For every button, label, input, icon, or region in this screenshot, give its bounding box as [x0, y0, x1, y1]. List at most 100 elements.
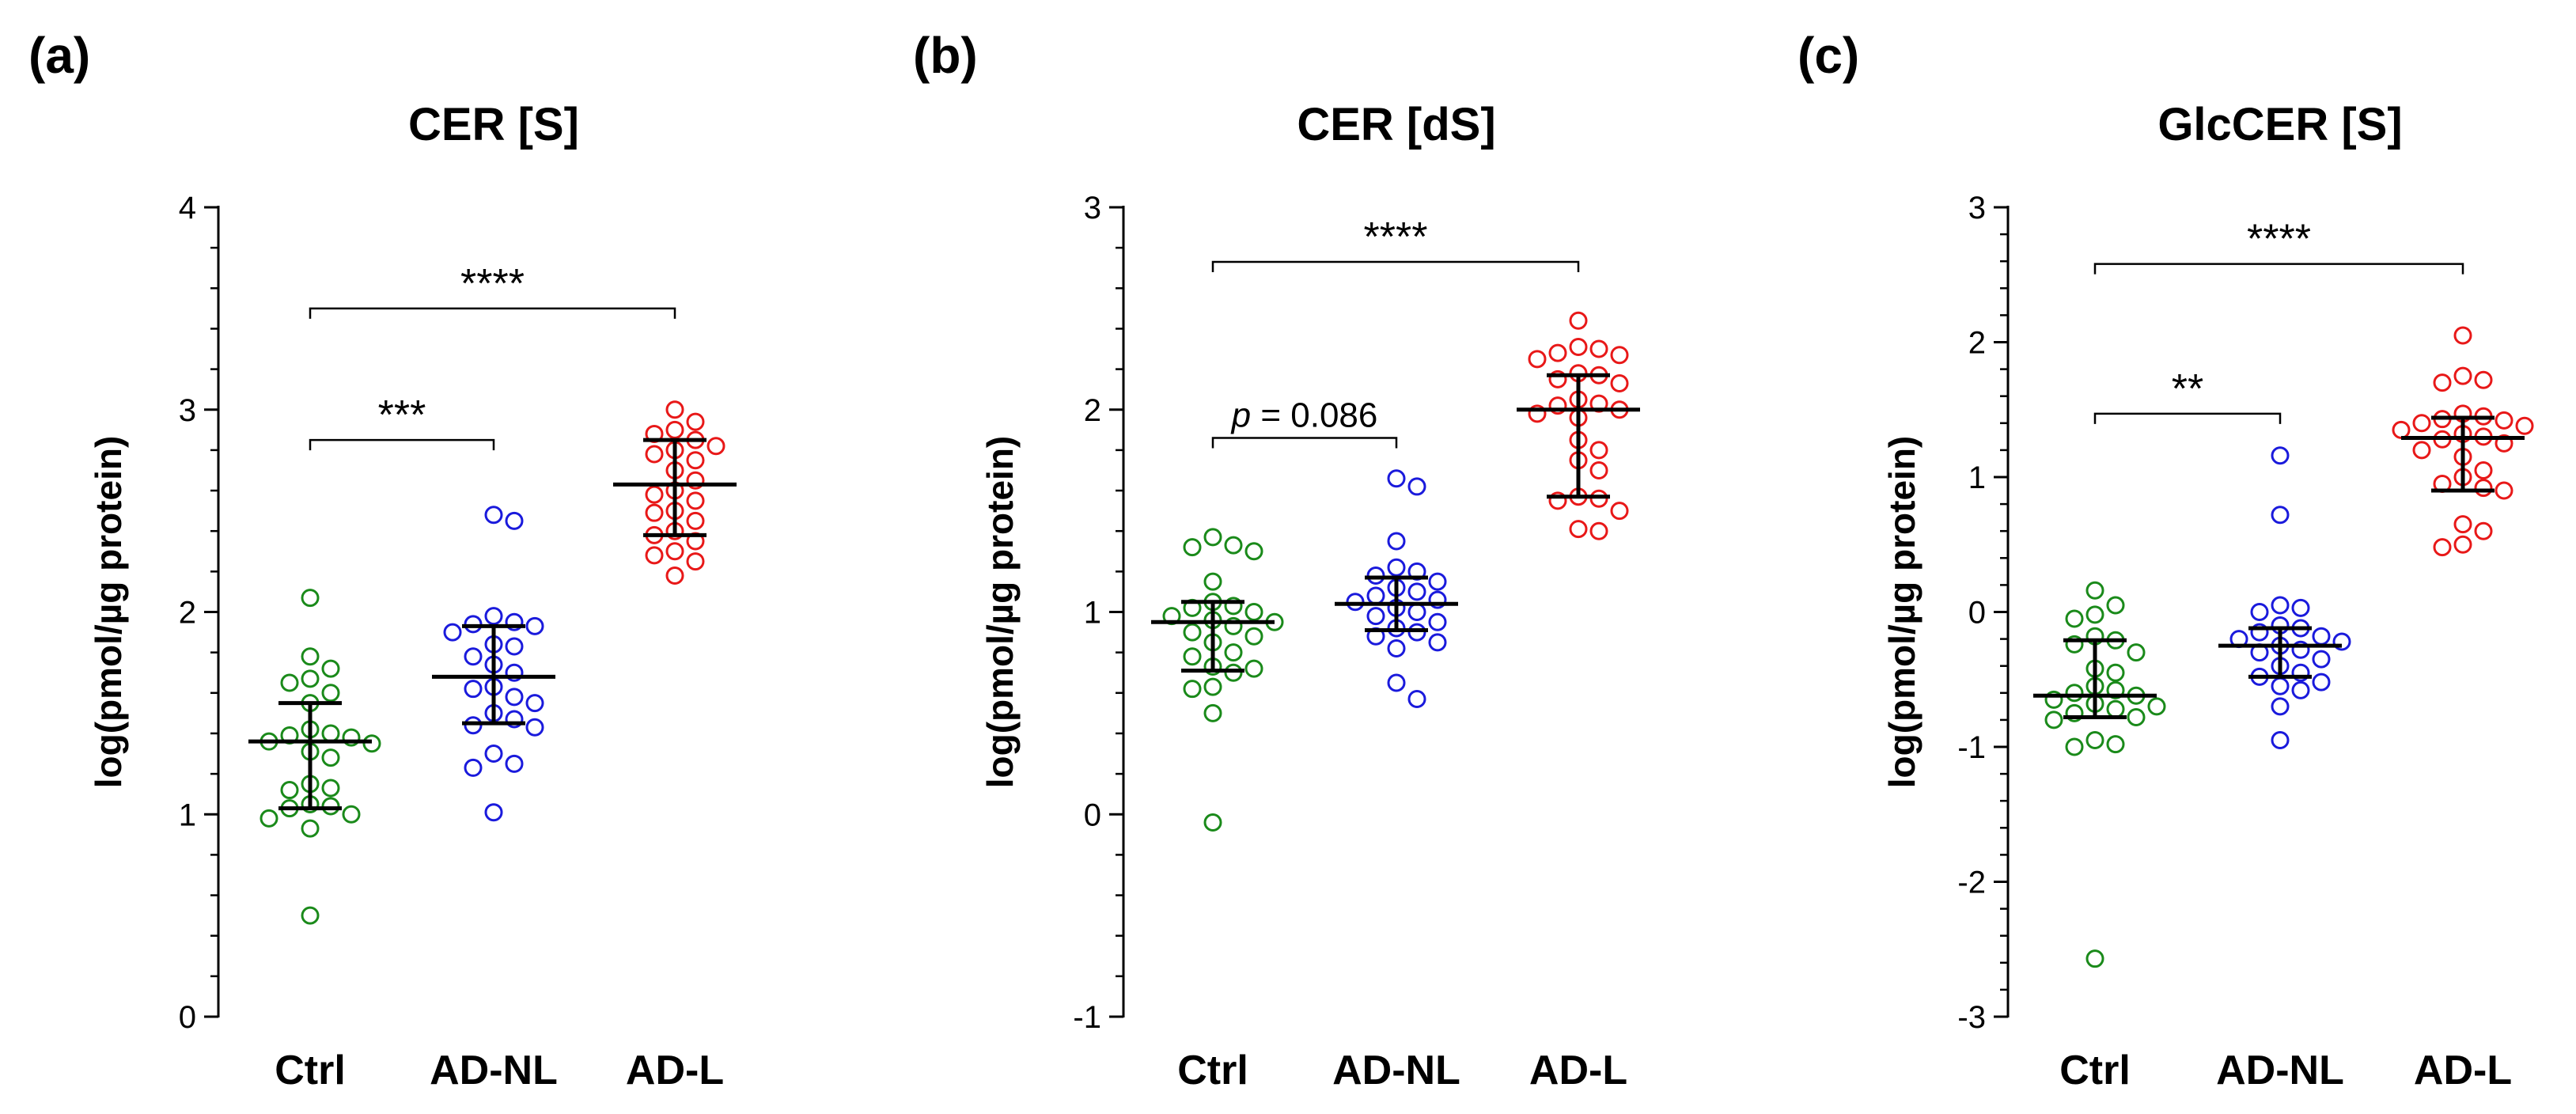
- data-point: [2106, 663, 2125, 682]
- data-point: [1387, 639, 1406, 658]
- data-point: [2474, 479, 2493, 498]
- data-point: [1224, 643, 1243, 662]
- data-point: [2106, 735, 2125, 754]
- data-point: [505, 710, 524, 729]
- data-point: [2065, 703, 2084, 722]
- data-point: [505, 754, 524, 773]
- data-point: [1224, 616, 1243, 635]
- data-point: [1569, 337, 1588, 356]
- data-point: [301, 906, 320, 925]
- data-point: [321, 779, 340, 798]
- panel-label: (c): [1798, 27, 1859, 84]
- y-tick-label: -1: [1957, 730, 1986, 765]
- data-point: [321, 659, 340, 678]
- data-point: [707, 437, 725, 456]
- data-point: [1387, 558, 1406, 577]
- data-point: [1244, 627, 1263, 646]
- data-point: [2044, 690, 2063, 709]
- data-point: [2453, 326, 2472, 345]
- data-point: [484, 607, 503, 626]
- data-point: [505, 688, 524, 707]
- x-tick-label: Ctrl: [275, 1048, 346, 1093]
- data-point: [2312, 673, 2331, 692]
- chart-panel-0: (a) CER [S] log(pmol/µg protein) 0 1 2 3 4 Ctrl A…: [28, 27, 737, 1093]
- data-point: [259, 809, 278, 828]
- y-tick-label: 0: [179, 1000, 196, 1035]
- data-point: [1428, 590, 1447, 609]
- data-point: [1407, 623, 1426, 642]
- data-point: [484, 506, 503, 525]
- data-point: [2271, 596, 2290, 615]
- chart-panel-1: (b) CER [dS] log(pmol/µg protein) -1 0 1 2 3 Ctr…: [913, 27, 1640, 1093]
- data-point: [1569, 311, 1588, 330]
- data-point: [2085, 949, 2104, 968]
- significance-label: ****: [1364, 214, 1428, 260]
- significance-bracket: [309, 307, 676, 319]
- significance-label: **: [2172, 366, 2203, 412]
- data-point: [2106, 680, 2125, 699]
- significance-bracket: [309, 438, 495, 451]
- data-point: [1589, 339, 1608, 358]
- x-tick-label: AD-L: [2414, 1048, 2512, 1093]
- data-point: [2085, 730, 2104, 749]
- y-tick-label: 1: [1084, 596, 1101, 631]
- data-point: [2474, 370, 2493, 389]
- data-point: [2332, 632, 2351, 651]
- data-point: [2412, 441, 2431, 460]
- data-point: [686, 471, 705, 490]
- data-point: [1610, 502, 1629, 521]
- data-point: [2271, 446, 2290, 465]
- data-point: [1387, 469, 1406, 488]
- data-point: [1244, 659, 1263, 678]
- data-point: [1528, 350, 1547, 369]
- data-point: [2474, 460, 2493, 479]
- data-point: [525, 694, 544, 713]
- data-point: [301, 647, 320, 666]
- data-point: [2106, 596, 2125, 615]
- data-point: [1203, 528, 1222, 547]
- data-point: [280, 781, 299, 800]
- data-point: [686, 552, 705, 571]
- data-point: [464, 758, 483, 777]
- y-tick-label: -1: [1073, 1000, 1101, 1035]
- data-point: [342, 805, 361, 824]
- panel-label: (a): [28, 27, 90, 84]
- data-point: [301, 589, 320, 608]
- chart-panel-2: (c) GlcCER [S] log(pmol/µg protein) -3 -2 -1 0…: [1798, 27, 2534, 1093]
- y-tick-label: 2: [179, 596, 196, 631]
- data-point: [2065, 684, 2084, 703]
- data-point: [2433, 373, 2452, 392]
- data-point: [2250, 603, 2269, 621]
- data-point: [1610, 346, 1629, 365]
- data-point: [1183, 538, 1202, 557]
- data-point: [1224, 597, 1243, 616]
- data-point: [464, 716, 483, 735]
- chart-title: CER [S]: [408, 99, 579, 150]
- significance-label: ****: [2247, 217, 2311, 263]
- significance-bracket: [2093, 412, 2282, 424]
- data-point: [321, 748, 340, 767]
- y-tick-label: 4: [179, 191, 196, 225]
- data-point: [2495, 411, 2513, 430]
- data-point: [2127, 707, 2146, 726]
- data-point: [2453, 535, 2472, 554]
- y-tick-label: -3: [1957, 1000, 1986, 1035]
- significance-label: ***: [378, 392, 426, 438]
- data-point: [1224, 663, 1243, 682]
- data-point: [1589, 489, 1608, 508]
- data-point: [1183, 623, 1202, 642]
- data-point: [1203, 813, 1222, 832]
- data-point: [2271, 506, 2290, 525]
- y-tick-label: 3: [179, 393, 196, 428]
- data-point: [1366, 566, 1385, 585]
- data-point: [362, 734, 381, 753]
- data-point: [505, 663, 524, 682]
- data-point: [525, 616, 544, 635]
- y-axis-label: log(pmol/µg protein): [979, 436, 1021, 789]
- data-point: [686, 412, 705, 431]
- data-point: [1589, 521, 1608, 540]
- x-tick-label: AD-NL: [1332, 1048, 1460, 1093]
- significance-bracket: [2093, 263, 2464, 275]
- data-point: [2271, 730, 2290, 749]
